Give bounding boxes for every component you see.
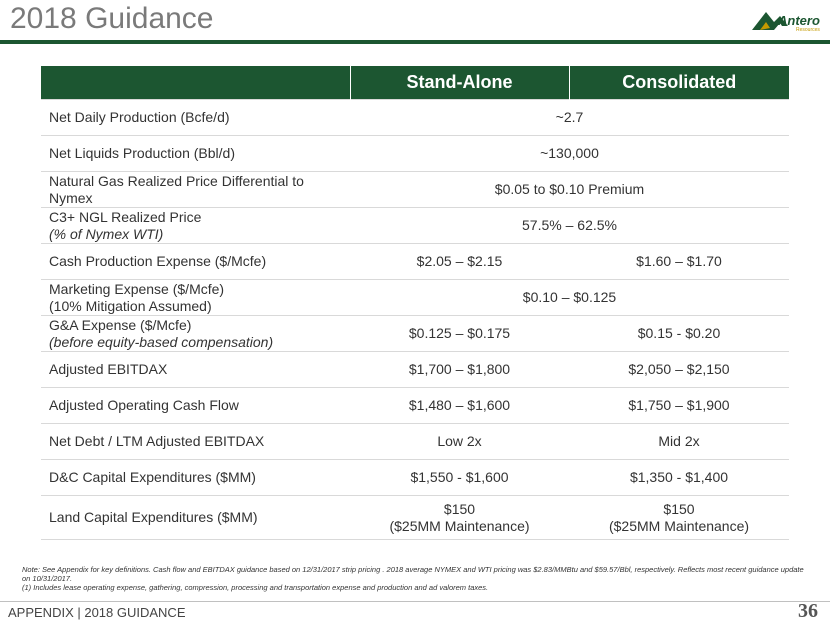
row-label-sub: (before equity-based compensation) bbox=[49, 333, 274, 350]
consolidated-value: $1,350 - $1,400 bbox=[569, 459, 789, 496]
row-label: Net Liquids Production (Bbl/d) bbox=[41, 135, 350, 172]
row-label: Net Debt / LTM Adjusted EBITDAX bbox=[41, 423, 350, 460]
row-value: ~130,000 bbox=[350, 135, 789, 172]
table-row: G&A Expense ($/Mcfe) (before equity-base… bbox=[41, 315, 789, 352]
row-label: C3+ NGL Realized Price (% of Nymex WTI) bbox=[41, 207, 350, 244]
row-label: Marketing Expense ($/Mcfe) (10% Mitigati… bbox=[41, 279, 350, 316]
consolidated-value: $1.60 – $1.70 bbox=[569, 243, 789, 280]
row-value: $0.10 – $0.125 bbox=[350, 279, 789, 316]
row-label: Land Capital Expenditures ($MM) bbox=[41, 495, 350, 540]
table-row: Cash Production Expense ($/Mcfe) $2.05 –… bbox=[41, 243, 789, 280]
row-label: G&A Expense ($/Mcfe) (before equity-base… bbox=[41, 315, 350, 352]
standalone-value: $1,550 - $1,600 bbox=[350, 459, 569, 496]
row-label: Cash Production Expense ($/Mcfe) bbox=[41, 243, 350, 280]
page-number: 36 bbox=[798, 600, 818, 622]
row-label: Adjusted EBITDAX bbox=[41, 351, 350, 388]
table-row: Land Capital Expenditures ($MM) $150 ($2… bbox=[41, 495, 789, 540]
standalone-value-sub: ($25MM Maintenance) bbox=[389, 517, 530, 534]
consolidated-value: $0.15 - $0.20 bbox=[569, 315, 789, 352]
title-underline bbox=[0, 40, 830, 44]
row-label-sub: (% of Nymex WTI) bbox=[49, 225, 164, 242]
consolidated-value: $150 ($25MM Maintenance) bbox=[569, 495, 789, 540]
standalone-value: $150 ($25MM Maintenance) bbox=[350, 495, 569, 540]
standalone-value: $1,480 – $1,600 bbox=[350, 387, 569, 424]
table-row: C3+ NGL Realized Price (% of Nymex WTI) … bbox=[41, 207, 789, 244]
header-consolidated: Consolidated bbox=[568, 66, 789, 100]
standalone-value: $0.125 – $0.175 bbox=[350, 315, 569, 352]
table-row: Adjusted Operating Cash Flow $1,480 – $1… bbox=[41, 387, 789, 424]
row-label-main: C3+ NGL Realized Price bbox=[49, 208, 202, 225]
row-label-main: Marketing Expense ($/Mcfe) bbox=[49, 280, 225, 297]
row-value: $0.05 to $0.10 Premium bbox=[350, 171, 789, 208]
table-row: Net Debt / LTM Adjusted EBITDAX Low 2x M… bbox=[41, 423, 789, 460]
row-label: Net Daily Production (Bcfe/d) bbox=[41, 99, 350, 136]
header-standalone: Stand-Alone bbox=[349, 66, 569, 100]
logo-subtext: Resources bbox=[796, 27, 820, 33]
page-title: 2018 Guidance bbox=[10, 2, 214, 35]
standalone-value-main: $150 bbox=[443, 500, 476, 517]
mountain-logo-icon bbox=[752, 12, 788, 30]
consolidated-value-main: $150 bbox=[663, 500, 695, 517]
table-row: Net Liquids Production (Bbl/d) ~130,000 bbox=[41, 135, 789, 172]
table-row: Adjusted EBITDAX $1,700 – $1,800 $2,050 … bbox=[41, 351, 789, 388]
consolidated-value-sub: ($25MM Maintenance) bbox=[608, 517, 750, 534]
row-label-main: G&A Expense ($/Mcfe) bbox=[49, 316, 192, 333]
footnotes: Note: See Appendix for key definitions. … bbox=[22, 565, 812, 592]
row-label: Natural Gas Realized Price Differential … bbox=[41, 171, 350, 208]
consolidated-value: Mid 2x bbox=[569, 423, 789, 460]
footer-section-label: APPENDIX | 2018 GUIDANCE bbox=[8, 605, 186, 620]
table-row: Marketing Expense ($/Mcfe) (10% Mitigati… bbox=[41, 279, 789, 316]
standalone-value: $2.05 – $2.15 bbox=[350, 243, 569, 280]
consolidated-value: $1,750 – $1,900 bbox=[569, 387, 789, 424]
logo-wordmark: Antero bbox=[778, 13, 820, 28]
table-row: D&C Capital Expenditures ($MM) $1,550 - … bbox=[41, 459, 789, 496]
guidance-table: Stand-Alone Consolidated Net Daily Produ… bbox=[41, 66, 789, 540]
row-label: D&C Capital Expenditures ($MM) bbox=[41, 459, 350, 496]
standalone-value: Low 2x bbox=[350, 423, 569, 460]
row-value: ~2.7 bbox=[350, 99, 789, 136]
consolidated-value: $2,050 – $2,150 bbox=[569, 351, 789, 388]
row-label: Adjusted Operating Cash Flow bbox=[41, 387, 350, 424]
footnote-1: (1) Includes lease operating expense, ga… bbox=[22, 583, 489, 592]
row-label-sub: (10% Mitigation Assumed) bbox=[49, 297, 212, 314]
standalone-value: $1,700 – $1,800 bbox=[350, 351, 569, 388]
table-row: Natural Gas Realized Price Differential … bbox=[41, 171, 789, 208]
footnote-main: Note: See Appendix for key definitions. … bbox=[22, 565, 804, 583]
table-header-row: Stand-Alone Consolidated bbox=[41, 66, 789, 100]
header-blank bbox=[41, 66, 350, 100]
footer-divider bbox=[0, 601, 830, 602]
row-value: 57.5% – 62.5% bbox=[350, 207, 789, 244]
table-row: Net Daily Production (Bcfe/d) ~2.7 bbox=[41, 99, 789, 136]
